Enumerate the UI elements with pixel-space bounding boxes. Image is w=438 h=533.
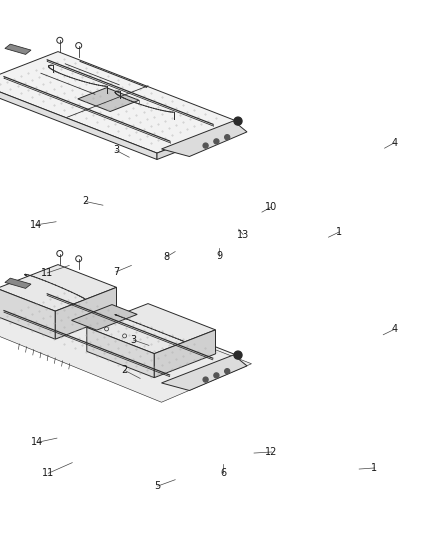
Polygon shape [0,287,251,402]
Polygon shape [87,304,215,354]
Circle shape [225,369,230,374]
Circle shape [214,139,219,144]
Text: 10: 10 [265,202,278,212]
Circle shape [234,351,242,359]
Text: 14: 14 [30,220,42,230]
Polygon shape [0,264,117,311]
Polygon shape [0,288,55,339]
Text: 13: 13 [237,230,249,239]
Text: 6: 6 [220,469,226,478]
Text: 12: 12 [265,447,278,457]
Text: 4: 4 [391,325,397,334]
Polygon shape [157,122,238,159]
Polygon shape [78,88,139,111]
Polygon shape [5,278,31,288]
Circle shape [203,143,208,148]
Text: 11: 11 [41,268,53,278]
Text: 7: 7 [113,267,119,277]
Text: 4: 4 [391,138,397,148]
Circle shape [225,135,230,140]
Polygon shape [154,330,215,378]
Text: 2: 2 [122,366,128,375]
Polygon shape [5,44,31,54]
Text: 9: 9 [216,251,222,261]
Polygon shape [162,355,247,391]
Text: 8: 8 [163,252,170,262]
Polygon shape [87,327,154,378]
Polygon shape [55,287,117,339]
Text: 3: 3 [113,146,119,155]
Polygon shape [0,286,238,387]
Polygon shape [0,317,157,393]
Text: 11: 11 [42,469,54,478]
Circle shape [234,117,242,125]
Polygon shape [157,356,238,393]
Polygon shape [0,83,157,159]
Text: 2: 2 [82,197,88,206]
Polygon shape [71,304,137,330]
Text: 14: 14 [31,438,43,447]
Text: 1: 1 [371,463,378,473]
Text: 5: 5 [155,481,161,491]
Circle shape [214,373,219,378]
Polygon shape [162,121,247,157]
Text: 1: 1 [336,227,343,237]
Circle shape [203,377,208,382]
Text: 3: 3 [131,335,137,345]
Polygon shape [0,52,238,153]
